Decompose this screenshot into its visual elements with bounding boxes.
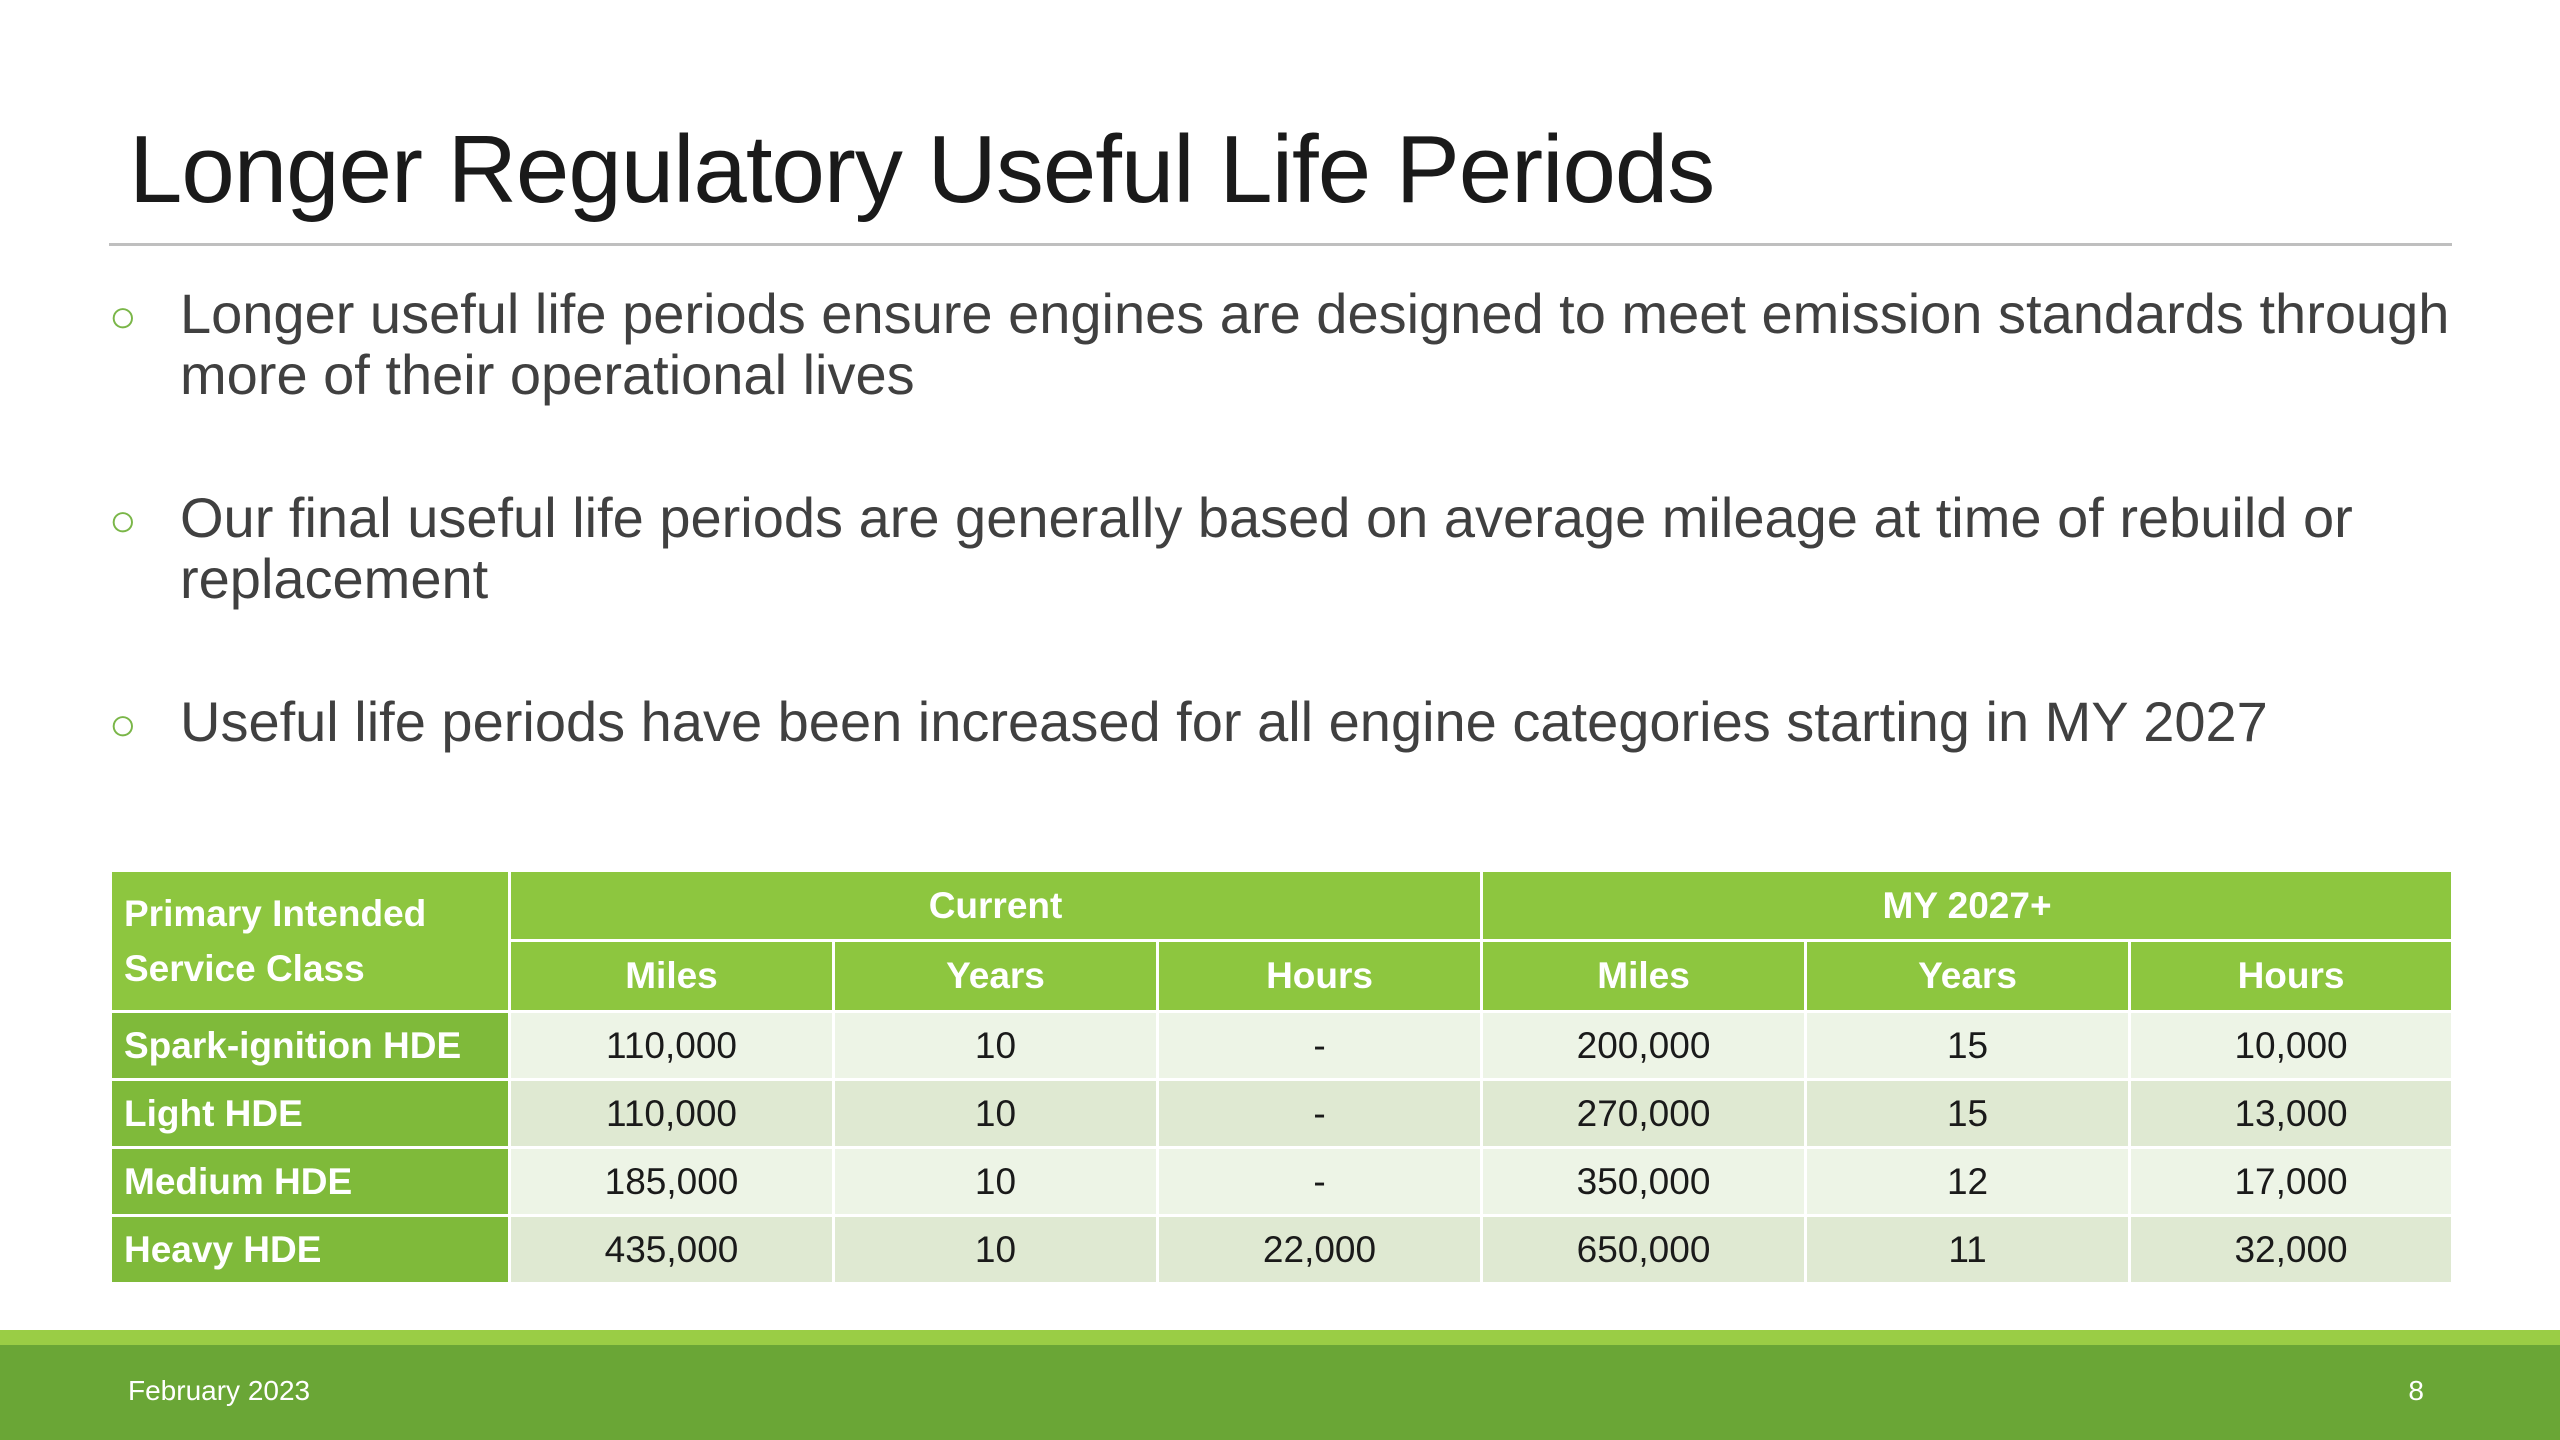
table-cell: 15 (1804, 1010, 2132, 1081)
column-header: Miles (1480, 939, 1808, 1013)
table-cell: 10 (832, 1214, 1159, 1285)
table-cell: 22,000 (1155, 1214, 1484, 1285)
column-header: Years (1804, 939, 2132, 1013)
row-header: Light HDE (109, 1078, 511, 1149)
table-cell: 435,000 (508, 1214, 835, 1285)
table-cell: 13,000 (2128, 1078, 2455, 1149)
bullet-text: Longer useful life periods ensure engine… (180, 282, 2450, 406)
footer-accent-stripe (0, 1330, 2560, 1345)
table-row: Heavy HDE 435,000 10 22,000 650,000 11 3… (109, 1214, 2455, 1285)
bullet-circle-icon: ○ (109, 290, 137, 342)
table-corner-header: Primary Intended Service Class (109, 869, 511, 1013)
row-header: Medium HDE (109, 1146, 511, 1217)
table-cell: 110,000 (508, 1078, 835, 1149)
group-header-my2027: MY 2027+ (1480, 869, 2455, 942)
bullet-circle-icon: ○ (109, 494, 137, 546)
table-cell: - (1155, 1146, 1484, 1217)
table-row: Light HDE 110,000 10 - 270,000 15 13,000 (109, 1078, 2455, 1149)
table-cell: 270,000 (1480, 1078, 1808, 1149)
footer-bar: February 2023 8 (0, 1345, 2560, 1440)
table-cell: 32,000 (2128, 1214, 2455, 1285)
table-cell: 10 (832, 1078, 1159, 1149)
bullet-text: Our final useful life periods are genera… (180, 486, 2353, 610)
row-header: Heavy HDE (109, 1214, 511, 1285)
row-header: Spark-ignition HDE (109, 1010, 511, 1081)
group-header-current: Current (507, 869, 1484, 942)
column-header: Hours (1155, 939, 1484, 1013)
table-cell: - (1155, 1010, 1484, 1081)
table-cell: 15 (1804, 1078, 2132, 1149)
column-header: Hours (2128, 939, 2455, 1013)
title-divider (109, 243, 2452, 246)
table-row: Medium HDE 185,000 10 - 350,000 12 17,00… (109, 1146, 2455, 1217)
bullet-circle-icon: ○ (109, 698, 137, 750)
column-header: Miles (508, 939, 835, 1013)
column-header: Years (832, 939, 1159, 1013)
table-cell: 10,000 (2128, 1010, 2455, 1081)
table-cell: 11 (1804, 1214, 2132, 1285)
table-cell: 200,000 (1480, 1010, 1808, 1081)
table-cell: 10 (832, 1010, 1159, 1081)
table-cell: 10 (832, 1146, 1159, 1217)
table-cell: 350,000 (1480, 1146, 1808, 1217)
table-cell: - (1155, 1078, 1484, 1149)
page-number: 8 (2408, 1375, 2424, 1406)
slide-title: Longer Regulatory Useful Life Periods (129, 116, 1715, 223)
table-cell: 650,000 (1480, 1214, 1808, 1285)
useful-life-table: Primary Intended Service Class Current M… (109, 869, 2455, 1285)
table-cell: 110,000 (508, 1010, 835, 1081)
table-cell: 185,000 (508, 1146, 835, 1217)
table-cell: 17,000 (2128, 1146, 2455, 1217)
table-cell: 12 (1804, 1146, 2132, 1217)
footer-date: February 2023 (128, 1375, 311, 1406)
table-row: Spark-ignition HDE 110,000 10 - 200,000 … (109, 1010, 2455, 1081)
bullet-text: Useful life periods have been increased … (180, 690, 2268, 753)
